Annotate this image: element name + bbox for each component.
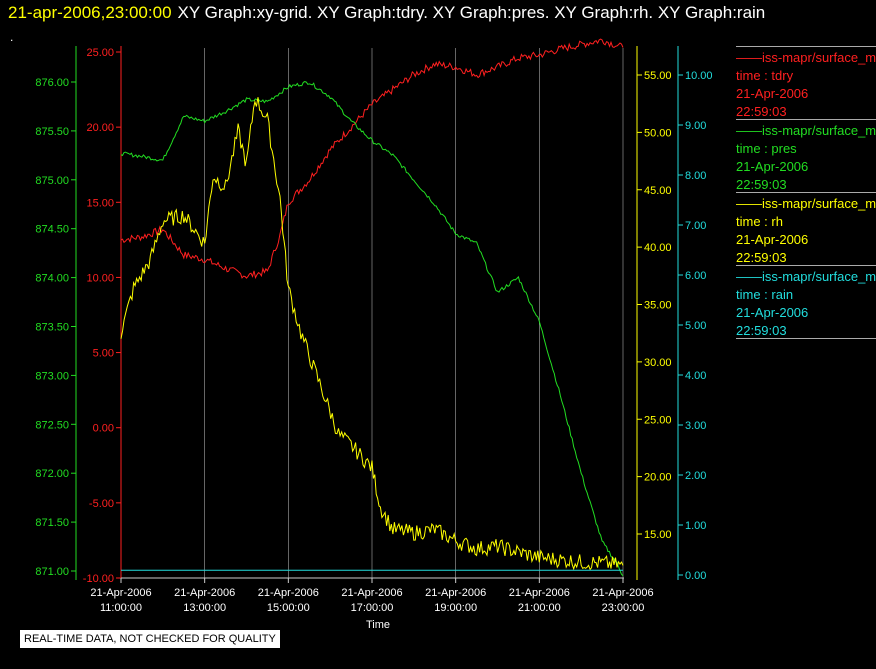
tick-label: 9.00 (685, 120, 706, 132)
tick-label: 50.00 (644, 127, 672, 139)
legend-variable: time : rain (736, 287, 794, 302)
tick-label: 10.00 (86, 272, 114, 284)
tick-label: 871.50 (35, 517, 69, 529)
legend-date: 21-Apr-2006 (736, 232, 809, 247)
legend-series-name: ——iss-mapr/surface_m (736, 123, 876, 138)
tick-label: 875.50 (35, 126, 69, 138)
tick-label: 872.50 (35, 419, 69, 431)
x-tick-time: 19:00:00 (434, 602, 477, 614)
x-tick-time: 11:00:00 (100, 602, 142, 614)
tick-label: 8.00 (685, 170, 706, 182)
x-tick-time: 23:00:00 (602, 602, 645, 614)
tick-label: 875.00 (35, 175, 69, 187)
tick-label: -10.00 (83, 573, 114, 585)
tick-label: 15.00 (644, 529, 672, 541)
tick-label: 0.00 (685, 570, 706, 582)
tick-label: -5.00 (89, 498, 114, 510)
series-line-tdry (120, 38, 624, 280)
tick-label: 25.00 (86, 47, 114, 59)
tick-label: 15.00 (86, 197, 114, 209)
tick-label: 30.00 (644, 357, 672, 369)
legend-date: 21-Apr-2006 (736, 86, 809, 101)
tick-label: 5.00 (93, 348, 114, 360)
x-tick-time: 17:00:00 (351, 602, 394, 614)
legend-series-name: ——iss-mapr/surface_m (736, 50, 876, 65)
tick-label: 40.00 (644, 242, 672, 254)
x-tick-date: 21-Apr-2006 (174, 587, 235, 599)
legend-series-name: ——iss-mapr/surface_m (736, 196, 876, 211)
status-dot: . (10, 30, 14, 44)
legend-entry-rh: ——iss-mapr/surface_m time : rh 21-Apr-20… (736, 192, 876, 265)
tick-label: 874.00 (35, 273, 69, 285)
legend-time: 22:59:03 (736, 177, 787, 192)
tick-label: 874.50 (35, 224, 69, 236)
current-time: 21-apr-2006,23:00:00 (8, 3, 172, 22)
legend-variable: time : rh (736, 214, 783, 229)
legend-variable: time : tdry (736, 68, 794, 83)
tick-label: 20.00 (86, 122, 114, 134)
graph-list: XY Graph:xy-grid. XY Graph:tdry. XY Grap… (177, 3, 766, 22)
x-tick-date: 21-Apr-2006 (425, 587, 486, 599)
tick-label: 0.00 (93, 423, 114, 435)
tick-label: 873.00 (35, 370, 69, 382)
tick-label: 872.00 (35, 468, 69, 480)
tick-label: 25.00 (644, 414, 672, 426)
quality-disclaimer: REAL-TIME DATA, NOT CHECKED FOR QUALITY (20, 630, 280, 648)
tick-label: 876.00 (35, 77, 69, 89)
x-tick-date: 21-Apr-2006 (509, 587, 570, 599)
series-line-pres (120, 81, 624, 577)
tick-label: 35.00 (644, 300, 672, 312)
legend-series-name: ——iss-mapr/surface_m (736, 269, 876, 284)
x-axis-label: Time (366, 619, 390, 631)
tick-label: 45.00 (644, 185, 672, 197)
x-tick-date: 21-Apr-2006 (341, 587, 402, 599)
tick-label: 6.00 (685, 270, 706, 282)
tick-label: 5.00 (685, 320, 706, 332)
tick-label: 20.00 (644, 472, 672, 484)
legend-time: 22:59:03 (736, 104, 787, 119)
legend-time: 22:59:03 (736, 250, 787, 265)
x-tick-date: 21-Apr-2006 (90, 587, 151, 599)
tick-label: 10.00 (685, 70, 713, 82)
x-tick-date: 21-Apr-2006 (258, 587, 319, 599)
legend-time: 22:59:03 (736, 323, 787, 338)
tick-label: 7.00 (685, 220, 706, 232)
tick-label: 871.00 (35, 566, 69, 578)
legend-entry-tdry: ——iss-mapr/surface_m time : tdry 21-Apr-… (736, 46, 876, 119)
legend-date: 21-Apr-2006 (736, 305, 809, 320)
x-tick-time: 13:00:00 (183, 602, 226, 614)
x-tick-time: 21:00:00 (518, 602, 561, 614)
series-line-rh (120, 97, 624, 571)
legend-variable: time : pres (736, 141, 797, 156)
tick-label: 4.00 (685, 370, 706, 382)
tick-label: 55.00 (644, 70, 672, 82)
legend-date: 21-Apr-2006 (736, 159, 809, 174)
tick-label: 2.00 (685, 470, 706, 482)
legend-entry-pres: ——iss-mapr/surface_m time : pres 21-Apr-… (736, 119, 876, 192)
x-tick-date: 21-Apr-2006 (592, 587, 653, 599)
tick-label: 873.50 (35, 322, 69, 334)
x-tick-time: 15:00:00 (267, 602, 310, 614)
legend: ——iss-mapr/surface_m time : tdry 21-Apr-… (736, 46, 876, 339)
title-bar: 21-apr-2006,23:00:00 XY Graph:xy-grid. XY… (8, 2, 765, 26)
legend-entry-rain: ——iss-mapr/surface_m time : rain 21-Apr-… (736, 265, 876, 339)
tick-label: 1.00 (685, 520, 706, 532)
tick-label: 3.00 (685, 420, 706, 432)
